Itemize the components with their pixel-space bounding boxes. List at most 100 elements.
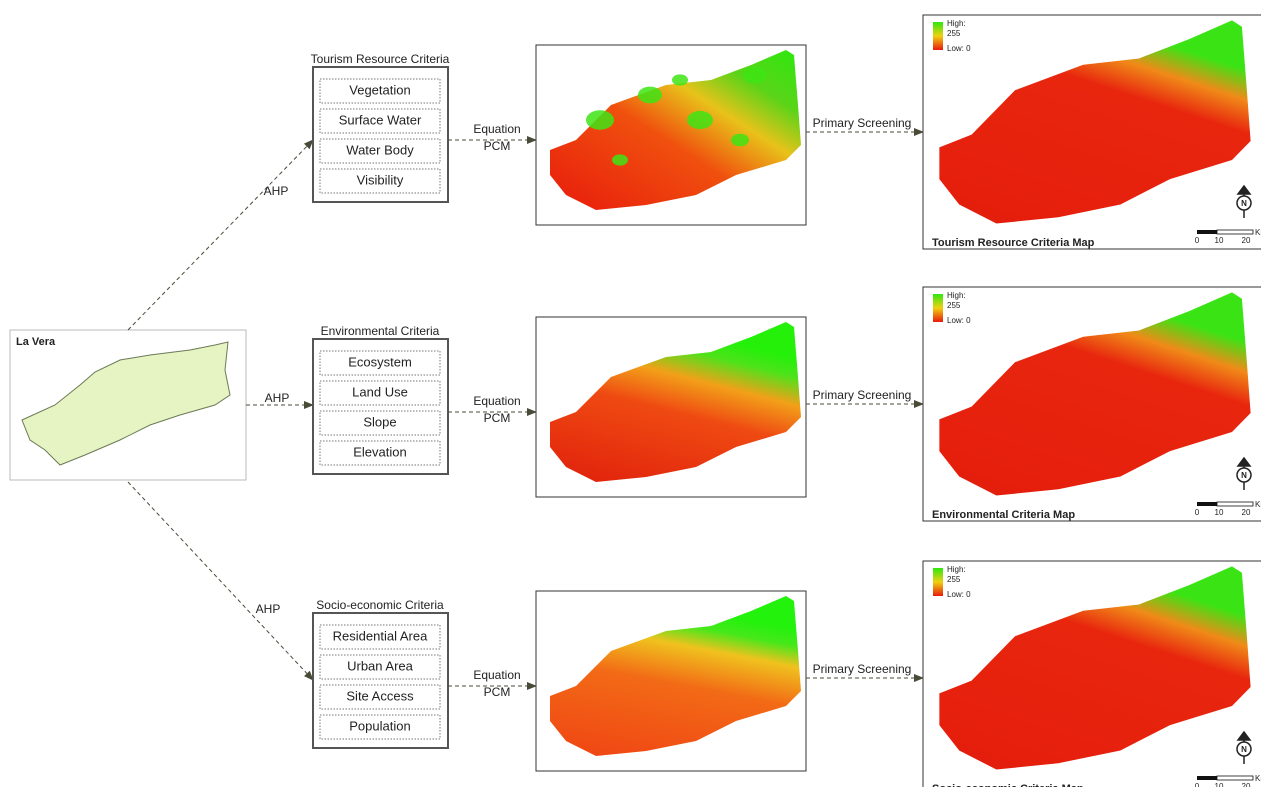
equation-label: PCM (484, 411, 511, 425)
legend-ramp (933, 22, 943, 50)
criteria-item: Vegetation (349, 82, 410, 97)
edge-label: AHP (256, 602, 281, 616)
criteria-item-box (319, 440, 441, 466)
raster-patch (743, 66, 767, 84)
criteria-item-box (319, 654, 441, 680)
screening-label: Primary Screening (813, 662, 912, 676)
legend-high-value: 255 (947, 575, 961, 584)
result-map-panel: High:255 Low: 0 N 0 10 20 Km Environmental Crit… (922, 286, 1261, 522)
scale-label: 20 (1242, 508, 1251, 517)
criteria-item: Slope (363, 414, 396, 429)
scale-bar (1216, 775, 1254, 781)
criteria-item-box (319, 380, 441, 406)
legend-high: High: (947, 291, 966, 300)
north-arrow (1236, 456, 1252, 490)
equation-label: Equation (473, 122, 520, 136)
scale-label: 10 (1215, 782, 1224, 787)
scale-bar (1216, 501, 1254, 507)
scale-label: 0 (1195, 508, 1200, 517)
legend-low: Low: 0 (947, 44, 971, 53)
raster-patch (687, 110, 713, 130)
result-map-panel: High:255 Low: 0 N 0 10 20 Km Socio-economic Cri… (922, 560, 1261, 787)
scale-unit: Km (1255, 774, 1261, 783)
legend-high-value: 255 (947, 29, 961, 38)
equation-label: Equation (473, 394, 520, 408)
legend-ramp (933, 294, 943, 322)
raster-patch (586, 110, 614, 130)
result-title: Tourism Resource Criteria Map (932, 237, 1095, 249)
scale-label: 20 (1242, 236, 1251, 245)
scale-label: 10 (1215, 236, 1224, 245)
criteria-item-box (319, 138, 441, 164)
criteria-title: Tourism Resource Criteria (311, 52, 450, 66)
legend-high: High: (947, 19, 966, 28)
criteria-item-box (319, 78, 441, 104)
result-map-panel: High:255 Low: 0 N 0 10 20 Km Tourism Resource C… (922, 14, 1261, 250)
criteria-item: Visibility (357, 172, 404, 187)
scale-bar (1197, 502, 1217, 506)
raster-patch (731, 133, 749, 147)
criteria-box (312, 338, 449, 475)
scale-label: 20 (1242, 782, 1251, 787)
edge-label: AHP (265, 391, 290, 405)
edge-label: AHP (264, 184, 289, 198)
scale-label: 0 (1195, 782, 1200, 787)
criteria-item-box (319, 714, 441, 740)
raster-patch (672, 74, 688, 86)
edge (127, 481, 314, 681)
criteria-title: Environmental Criteria (321, 324, 440, 338)
criteria-item: Site Access (346, 688, 414, 703)
north-letter: N (1241, 199, 1247, 208)
scale-label: 10 (1215, 508, 1224, 517)
north-letter: N (1241, 471, 1247, 480)
row: Tourism Resource Criteria Vegetation Surfa… (311, 14, 1261, 250)
criteria-item-box (319, 168, 441, 194)
source-map (21, 341, 231, 466)
criteria-item-box (319, 108, 441, 134)
scale-bar (1216, 229, 1254, 235)
criteria-box (312, 66, 449, 203)
equation-label: PCM (484, 139, 511, 153)
screening-label: Primary Screening (813, 388, 912, 402)
criteria-title: Socio-economic Criteria (316, 598, 444, 612)
result-title: Environmental Criteria Map (932, 509, 1075, 521)
raster-patch (612, 154, 628, 166)
legend-low: Low: 0 (947, 590, 971, 599)
criteria-item: Water Body (346, 142, 414, 157)
criteria-item: Land Use (352, 384, 408, 399)
criteria-item: Elevation (353, 444, 406, 459)
edge (127, 139, 314, 331)
north-letter: N (1241, 745, 1247, 754)
criteria-item-box (319, 624, 441, 650)
criteria-item-box (319, 350, 441, 376)
source-label: La Vera (16, 336, 56, 348)
raster-patch (638, 86, 662, 104)
north-arrow (1236, 730, 1252, 764)
scale-unit: Km (1255, 228, 1261, 237)
north-arrow (1236, 184, 1252, 218)
scale-unit: Km (1255, 500, 1261, 509)
scale-label: 0 (1195, 236, 1200, 245)
criteria-item: Residential Area (333, 628, 428, 643)
scale-bar (1197, 230, 1217, 234)
legend-low: Low: 0 (947, 316, 971, 325)
screening-label: Primary Screening (813, 116, 912, 130)
source-panel: La Vera (9, 329, 247, 481)
criteria-item-box (319, 684, 441, 710)
criteria-item: Surface Water (339, 112, 422, 127)
criteria-item-box (319, 410, 441, 436)
criteria-box (312, 612, 449, 749)
legend-high: High: (947, 565, 966, 574)
equation-label: Equation (473, 668, 520, 682)
legend-ramp (933, 568, 943, 596)
result-title: Socio-economic Criteria Map (932, 783, 1084, 787)
criteria-item: Population (349, 718, 410, 733)
row: Environmental Criteria Ecosystem Land Use S… (312, 286, 1261, 522)
row: Socio-economic Criteria Residential Area U… (312, 560, 1261, 787)
criteria-item: Ecosystem (348, 354, 412, 369)
equation-label: PCM (484, 685, 511, 699)
criteria-item: Urban Area (347, 658, 414, 673)
legend-high-value: 255 (947, 301, 961, 310)
scale-bar (1197, 776, 1217, 780)
